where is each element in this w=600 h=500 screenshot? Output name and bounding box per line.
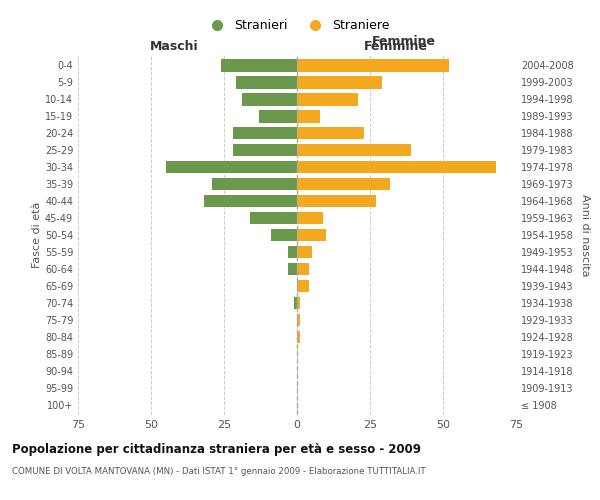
Bar xyxy=(203,194,297,207)
Bar xyxy=(259,110,297,122)
Bar xyxy=(221,59,297,72)
Bar xyxy=(297,178,391,190)
Bar xyxy=(288,262,297,276)
Bar xyxy=(297,262,308,276)
Bar xyxy=(297,212,323,224)
Text: Maschi: Maschi xyxy=(149,40,199,52)
Y-axis label: Fasce di età: Fasce di età xyxy=(32,202,42,268)
Bar xyxy=(242,93,297,106)
Y-axis label: Anni di nascita: Anni di nascita xyxy=(580,194,590,276)
Bar xyxy=(297,93,358,106)
Bar xyxy=(297,126,364,140)
Bar xyxy=(297,160,496,173)
Bar xyxy=(297,144,411,156)
Bar xyxy=(288,246,297,258)
Bar xyxy=(297,296,300,310)
Text: Femmine: Femmine xyxy=(373,35,436,48)
Bar xyxy=(297,314,300,326)
Bar xyxy=(297,110,320,122)
Bar xyxy=(297,246,311,258)
Bar xyxy=(297,228,326,241)
Bar xyxy=(236,76,297,88)
Bar xyxy=(297,76,382,88)
Bar xyxy=(250,212,297,224)
Text: Popolazione per cittadinanza straniera per età e sesso - 2009: Popolazione per cittadinanza straniera p… xyxy=(12,442,421,456)
Legend: Stranieri, Straniere: Stranieri, Straniere xyxy=(199,14,395,38)
Bar xyxy=(212,178,297,190)
Bar xyxy=(294,296,297,310)
Bar xyxy=(297,330,300,344)
Bar xyxy=(166,160,297,173)
Bar xyxy=(233,144,297,156)
Bar xyxy=(297,280,308,292)
Bar xyxy=(233,126,297,140)
Text: Femmine: Femmine xyxy=(364,40,428,52)
Bar xyxy=(297,59,449,72)
Bar xyxy=(297,194,376,207)
Text: COMUNE DI VOLTA MANTOVANA (MN) - Dati ISTAT 1° gennaio 2009 - Elaborazione TUTTI: COMUNE DI VOLTA MANTOVANA (MN) - Dati IS… xyxy=(12,468,425,476)
Bar xyxy=(271,228,297,241)
